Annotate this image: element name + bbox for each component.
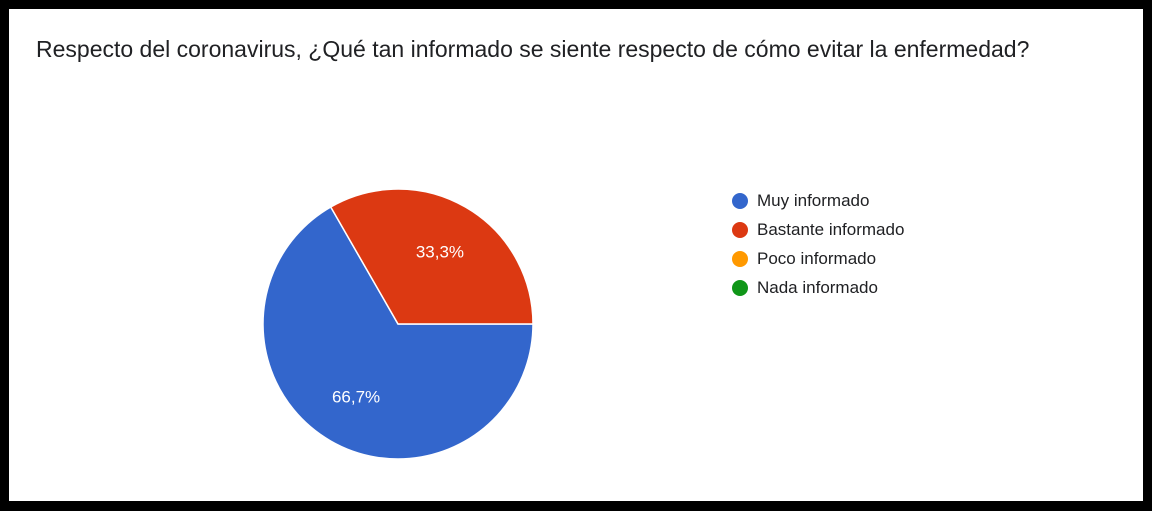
pie-slice-bastante-informado[interactable]	[329, 188, 534, 325]
legend-label: Poco informado	[757, 248, 877, 268]
legend-item-nada-informado[interactable]: Nada informado	[732, 273, 904, 302]
legend-swatch	[732, 250, 748, 267]
legend-item-muy-informado[interactable]: Muy informado	[732, 186, 904, 215]
legend-swatch	[732, 221, 748, 238]
legend-label: Nada informado	[757, 277, 878, 297]
legend-label: Bastante informado	[757, 219, 905, 239]
pie-data-label: 66,7%	[332, 387, 380, 406]
legend-item-bastante-informado[interactable]: Bastante informado	[732, 215, 904, 244]
pie-data-label: 33,3%	[416, 243, 464, 262]
legend-item-poco-informado[interactable]: Poco informado	[732, 244, 904, 273]
chart-title: Respecto del coronavirus, ¿Qué tan infor…	[36, 36, 1030, 62]
legend-swatch	[732, 279, 748, 296]
pie-slice-muy-informado[interactable]	[262, 205, 534, 460]
chart-legend: Muy informado Bastante informado Poco in…	[732, 186, 904, 302]
legend-label: Muy informado	[757, 190, 870, 210]
pie-chart: 66,7% 33,3%	[262, 188, 534, 460]
legend-swatch	[732, 192, 748, 209]
chart-card: Respecto del coronavirus, ¿Qué tan infor…	[9, 9, 1143, 501]
